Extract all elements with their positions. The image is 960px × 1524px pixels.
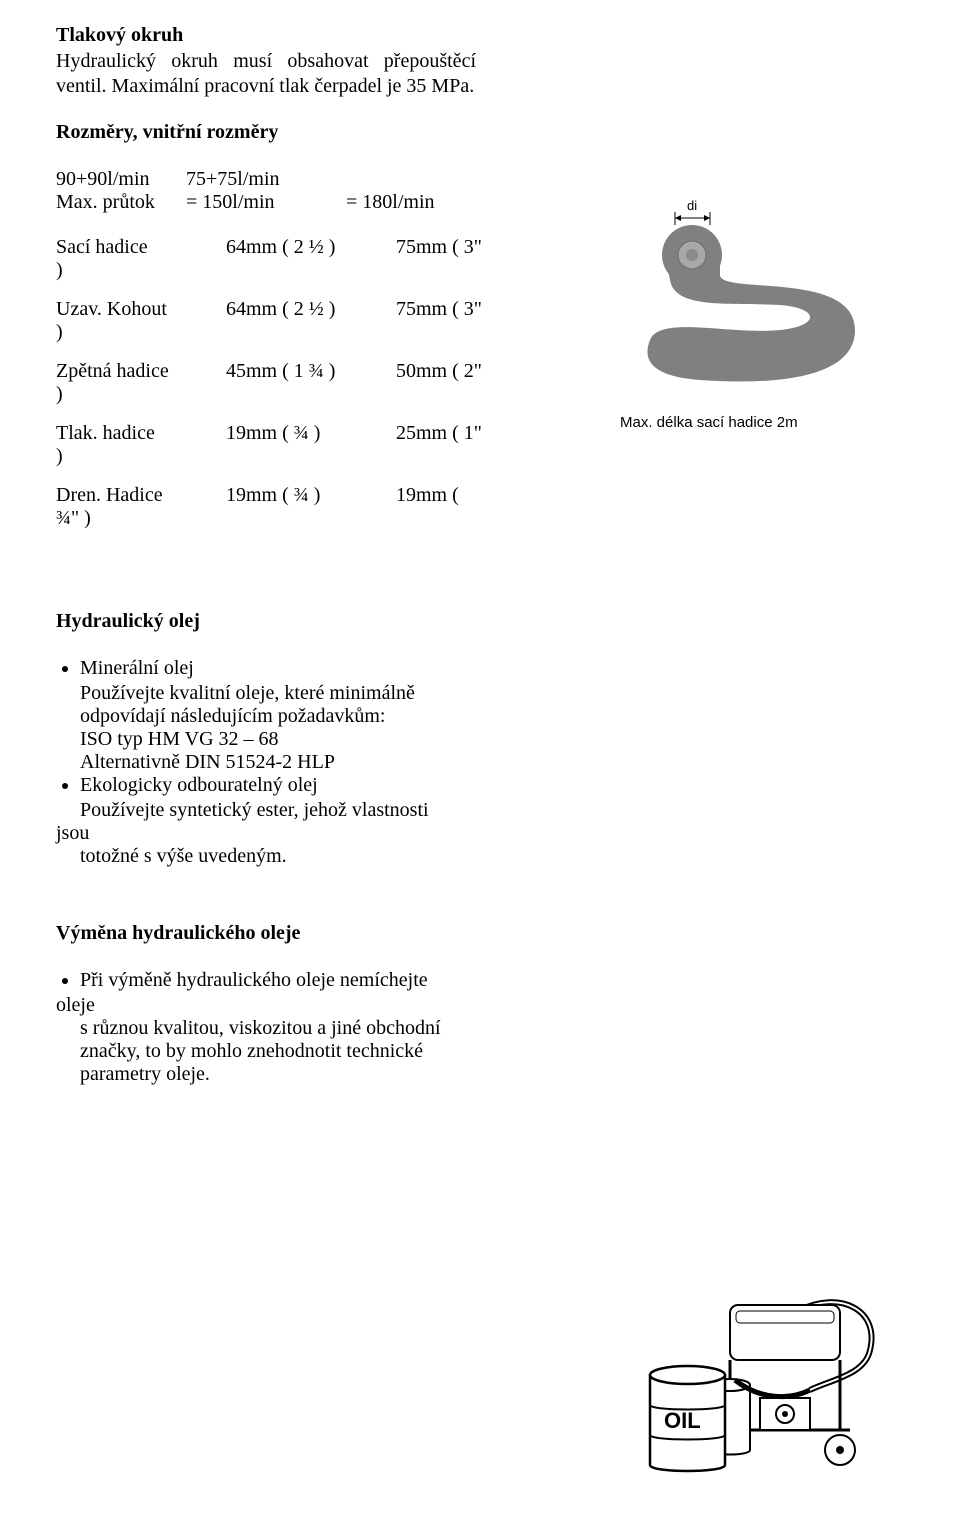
spec-val: 19mm ( ¾ ) bbox=[226, 422, 396, 445]
spec-val: 75mm ( 3" bbox=[396, 236, 536, 259]
spec-row: Sací hadice 64mm ( 2 ½ ) 75mm ( 3" ) bbox=[56, 236, 536, 282]
oil-cont: jsou bbox=[56, 822, 496, 845]
oil-sub: Používejte kvalitní oleje, které minimál… bbox=[80, 682, 500, 705]
oil-change-cont: oleje bbox=[56, 994, 496, 1017]
oil-list: Ekologicky odbouratelný olej bbox=[56, 774, 520, 797]
hose-caption: Max. délka sací hadice 2m bbox=[620, 414, 890, 431]
spec-val: 19mm ( bbox=[396, 484, 536, 507]
oil-sub: Používejte syntetický ester, jehož vlast… bbox=[80, 799, 500, 822]
spec-val: 25mm ( 1" bbox=[396, 422, 536, 445]
spec-val: 75mm ( 3" bbox=[396, 298, 536, 321]
flow-row: 90+90l/min 75+75l/min bbox=[56, 168, 496, 191]
spec-val: 45mm ( 1 ¾ ) bbox=[226, 360, 396, 383]
section1-body: Hydraulický okruh musí obsahovat přepouš… bbox=[56, 49, 476, 99]
flow-val bbox=[346, 168, 496, 191]
oil-change-figure: OIL bbox=[640, 1280, 890, 1480]
section4-title: Výměna hydraulického oleje bbox=[56, 922, 904, 945]
oil-change-cont: s různou kvalitou, viskozitou a jiné obc… bbox=[80, 1017, 500, 1040]
spec-tail: ) bbox=[56, 383, 536, 406]
flow-val: 75+75l/min bbox=[186, 168, 346, 191]
spec-tail: ) bbox=[56, 259, 536, 282]
oil-change-icon: OIL bbox=[640, 1280, 890, 1480]
hose-figure: di Max. délka sací hadice 2m bbox=[620, 200, 890, 431]
spec-label: Tlak. hadice bbox=[56, 422, 226, 445]
flow-row: Max. průtok = 150l/min = 180l/min bbox=[56, 191, 496, 214]
di-label: di bbox=[687, 200, 697, 213]
oil-change-cont: parametry oleje. bbox=[80, 1063, 500, 1086]
page: Tlakový okruh Hydraulický okruh musí obs… bbox=[0, 0, 960, 1524]
spec-label: Sací hadice bbox=[56, 236, 226, 259]
spec-tail: ) bbox=[56, 445, 536, 468]
oil-sub: odpovídají následujícím požadavkům: bbox=[80, 705, 500, 728]
spec-val: 19mm ( ¾ ) bbox=[226, 484, 396, 507]
oil-sub: Alternativně DIN 51524-2 HLP bbox=[80, 751, 500, 774]
section3-title: Hydraulický olej bbox=[56, 610, 904, 633]
spec-row: Tlak. hadice 19mm ( ¾ ) 25mm ( 1" ) bbox=[56, 422, 536, 468]
flow-label: Max. průtok bbox=[56, 191, 186, 214]
spec-row: Dren. Hadice 19mm ( ¾ ) 19mm ( ¾" ) bbox=[56, 484, 536, 530]
spec-row: Uzav. Kohout 64mm ( 2 ½ ) 75mm ( 3" ) bbox=[56, 298, 536, 344]
spec-tail: ) bbox=[56, 321, 536, 344]
section2-title: Rozměry, vnitřní rozměry bbox=[56, 121, 904, 144]
spec-row: Zpětná hadice 45mm ( 1 ¾ ) 50mm ( 2" ) bbox=[56, 360, 536, 406]
oil-change-list: Při výměně hydraulického oleje nemíchejt… bbox=[56, 969, 520, 992]
flow-label: 90+90l/min bbox=[56, 168, 186, 191]
oil-cont: totožné s výše uvedeným. bbox=[80, 845, 500, 868]
spec-label: Dren. Hadice bbox=[56, 484, 226, 507]
spec-val: 64mm ( 2 ½ ) bbox=[226, 298, 396, 321]
spec-val: 64mm ( 2 ½ ) bbox=[226, 236, 396, 259]
list-item: Ekologicky odbouratelný olej bbox=[80, 774, 520, 797]
oil-label: OIL bbox=[664, 1408, 701, 1433]
bullet-text: Při výměně hydraulického oleje nemíchejt… bbox=[80, 969, 428, 991]
list-item: Minerální olej bbox=[80, 657, 520, 680]
spec-tail: ¾" ) bbox=[56, 507, 536, 530]
spec-label: Zpětná hadice bbox=[56, 360, 226, 383]
oil-list: Minerální olej bbox=[56, 657, 520, 680]
spec-val: 50mm ( 2" bbox=[396, 360, 536, 383]
flow-val: = 150l/min bbox=[186, 191, 346, 214]
oil-sub: ISO typ HM VG 32 – 68 bbox=[80, 728, 500, 751]
list-item: Při výměně hydraulického oleje nemíchejt… bbox=[80, 969, 520, 992]
section1-title: Tlakový okruh bbox=[56, 24, 904, 47]
spec-label: Uzav. Kohout bbox=[56, 298, 226, 321]
oil-change-cont: značky, to by mohlo znehodnotit technick… bbox=[80, 1040, 500, 1063]
flow-val: = 180l/min bbox=[346, 191, 496, 214]
hose-icon: di bbox=[620, 200, 890, 390]
